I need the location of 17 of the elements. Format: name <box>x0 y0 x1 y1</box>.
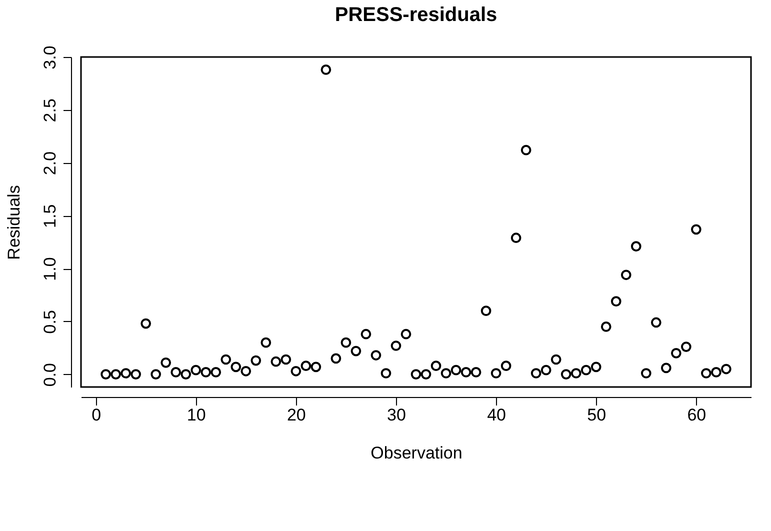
y-tick-label: 1.0 <box>40 257 60 281</box>
x-tick-label: 40 <box>487 406 506 424</box>
x-tick-label: 20 <box>286 406 306 424</box>
y-tick-label: 3.0 <box>40 46 60 70</box>
x-axis-title: Observation <box>370 444 462 462</box>
x-tick-label: 10 <box>186 406 206 424</box>
chart-title: PRESS-residuals <box>334 4 498 26</box>
x-tick-label: 30 <box>387 406 406 424</box>
y-axis-title: Residuals <box>4 185 24 260</box>
y-tick-label: 0.0 <box>40 362 60 387</box>
y-tick-label: 2.5 <box>40 98 60 122</box>
y-tick-label: 0.5 <box>40 310 60 334</box>
y-tick-label: 1.5 <box>40 204 60 228</box>
y-tick-label: 2.0 <box>40 151 60 176</box>
x-tick-label: 0 <box>92 406 102 424</box>
x-tick-label: 60 <box>687 406 706 424</box>
x-tick-label: 50 <box>587 406 606 424</box>
